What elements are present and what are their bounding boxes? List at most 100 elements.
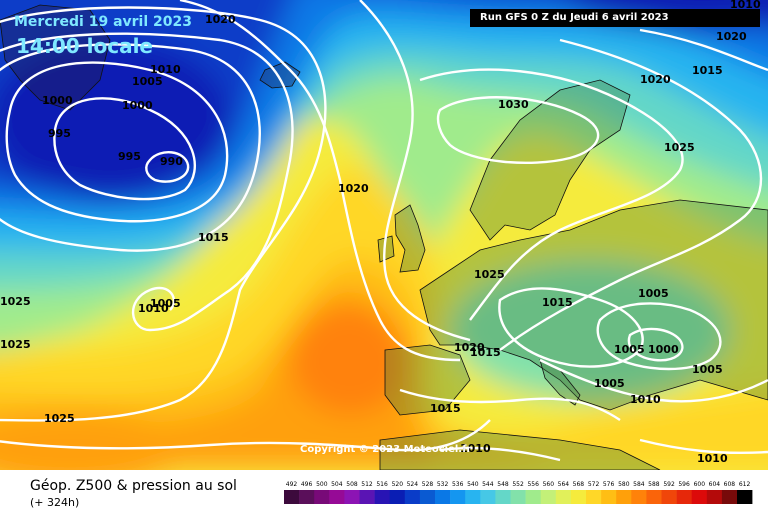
scale-swatch — [284, 490, 300, 504]
scale-label: 492 — [286, 481, 298, 488]
pressure-label: 1030 — [498, 98, 529, 111]
scale-swatch — [646, 490, 662, 504]
scale-label: 596 — [678, 481, 690, 488]
pressure-label: 1025 — [664, 141, 695, 154]
scale-label: 580 — [618, 481, 630, 488]
pressure-label: 1010 — [138, 302, 169, 315]
pressure-label: 1020 — [338, 182, 369, 195]
scale-label: 584 — [633, 481, 645, 488]
forecast-date: Mercredi 19 avril 2023 — [14, 14, 192, 30]
iberia-landmass — [384, 344, 471, 416]
isobars — [0, 0, 768, 460]
scale-label: 560 — [543, 481, 555, 488]
pressure-label: 1000 — [122, 99, 153, 112]
scale-swatch — [435, 490, 451, 504]
pressure-label: 1015 — [542, 296, 573, 309]
pressure-label: 1005 — [594, 377, 625, 390]
scale-swatch — [661, 490, 677, 504]
scale-swatch — [737, 490, 753, 504]
isobar-1020-north — [179, 0, 461, 362]
pressure-label: 1005 — [132, 75, 163, 88]
pressure-label: 1005 — [614, 343, 645, 356]
scale-label: 496 — [301, 481, 313, 488]
scale-label: 588 — [648, 481, 660, 488]
pressure-label: 1010 — [150, 63, 181, 76]
scale-label: 608 — [724, 481, 736, 488]
scale-swatch — [555, 490, 572, 504]
isobar-1020-south — [0, 419, 491, 452]
scale-swatch — [495, 490, 511, 504]
scale-label: 516 — [376, 481, 388, 488]
pressure-label: 1010 — [697, 452, 728, 465]
ireland-landmass — [377, 235, 395, 263]
isobar-1010-southeast — [539, 358, 768, 403]
scale-label: 572 — [588, 481, 600, 488]
scale-label: 552 — [512, 481, 524, 488]
scale-swatch — [359, 490, 375, 504]
scale-label: 544 — [482, 481, 494, 488]
scale-label: 604 — [709, 481, 721, 488]
scale-swatch — [389, 490, 406, 504]
scale-swatch — [465, 490, 481, 504]
pressure-label: 1000 — [648, 343, 679, 356]
scale-label: 556 — [527, 481, 539, 488]
pressure-label: 1025 — [474, 268, 505, 281]
scale-swatch — [540, 490, 557, 504]
pressure-label: 1015 — [470, 346, 501, 359]
scale-label: 564 — [558, 481, 570, 488]
scale-label: 504 — [331, 481, 343, 488]
scale-swatch — [676, 490, 692, 504]
isobar-1010-far-east — [639, 438, 768, 455]
british-isles-landmass — [394, 204, 426, 273]
isobar-1010-south — [439, 446, 561, 462]
scale-label: 524 — [407, 481, 419, 488]
scale-swatch — [329, 490, 345, 504]
scale-swatch — [404, 490, 421, 504]
scale-swatch — [419, 490, 436, 504]
pressure-label: 1010 — [460, 442, 491, 455]
scale-swatch — [450, 490, 466, 504]
isobar-990 — [145, 151, 190, 183]
scale-swatch — [570, 490, 587, 504]
copyright-notice: Copyright © 2023 Meteociel.fr — [300, 444, 472, 455]
pressure-labels: 1020 1010 1005 1000 1000 995 995 990 102… — [0, 0, 761, 465]
scale-label: 536 — [452, 481, 464, 488]
isobar-1010 — [0, 32, 294, 332]
pressure-label: 1005 — [150, 297, 181, 310]
isobar-1015-central — [498, 287, 644, 368]
isobar-995 — [53, 97, 196, 201]
field-title: Géop. Z500 & pression au sol — [30, 478, 237, 494]
scale-label: 576 — [603, 481, 615, 488]
pressure-label: 1025 — [0, 295, 31, 308]
scale-swatch — [299, 490, 315, 504]
scale-swatch — [691, 490, 708, 504]
scale-label: 520 — [392, 481, 404, 488]
scale-label: 548 — [497, 481, 509, 488]
scale-swatch — [510, 490, 526, 504]
isobar-1015-southwest — [399, 388, 621, 421]
scale-swatch — [586, 490, 602, 504]
scale-swatch — [480, 490, 496, 504]
scale-swatch — [706, 490, 723, 504]
scale-label: 508 — [346, 481, 358, 488]
scale-label: 540 — [467, 481, 479, 488]
isobar-1015 — [0, 6, 327, 422]
scale-label: 528 — [422, 481, 434, 488]
scale-label: 512 — [361, 481, 373, 488]
greenland-landmass — [0, 4, 111, 111]
pressure-label: 995 — [48, 127, 71, 140]
pressure-label: 1020 — [205, 13, 236, 26]
forecast-time: 14:00 locale — [16, 34, 153, 58]
run-info-box — [470, 9, 760, 27]
forecast-offset: (+ 324h) — [30, 496, 80, 509]
weather-map: 1020 1010 1005 1000 1000 995 995 990 102… — [0, 0, 768, 470]
isobar-1030 — [436, 96, 600, 165]
isobar-1025-east — [419, 68, 684, 321]
run-label: Run GFS 0 Z du Jeudi 6 avril 2023 — [480, 12, 669, 23]
isobar-1000 — [5, 61, 229, 223]
pressure-label: 1000 — [42, 94, 73, 107]
pressure-label: 1015 — [198, 231, 229, 244]
scale-swatch — [601, 490, 617, 504]
scale-swatch — [631, 490, 647, 504]
